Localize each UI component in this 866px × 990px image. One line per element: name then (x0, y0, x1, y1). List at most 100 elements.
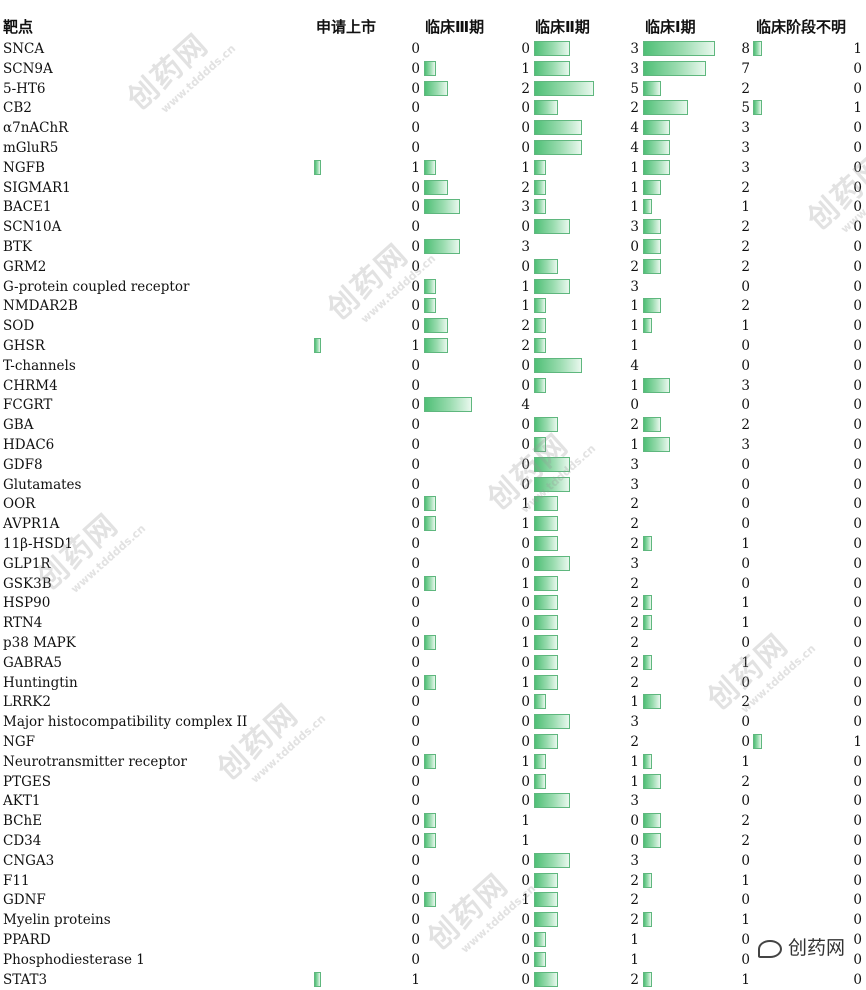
value-bar-phase2 (534, 635, 558, 650)
value-approved: 0 (411, 318, 420, 335)
value-bar-phase1 (643, 437, 670, 452)
table-row: SCN9A 0 1 3 7 0 (0, 59, 866, 79)
value-bar-phase1 (643, 654, 652, 670)
value-approved: 0 (411, 753, 420, 770)
value-phase2: 3 (630, 60, 639, 77)
value-phase3: 1 (521, 159, 530, 176)
value-phase3: 4 (521, 397, 530, 414)
value-bar-phase2 (534, 219, 570, 235)
target-name: RTN4 (3, 615, 43, 632)
value-phase1: 0 (741, 278, 750, 295)
value-approved: 0 (411, 555, 420, 572)
value-phase3: 1 (521, 813, 530, 830)
table-row: α7nAChR 0 0 4 3 0 (0, 118, 866, 138)
value-bar-phase2 (534, 852, 570, 868)
value-phase2: 1 (630, 753, 639, 770)
value-unknown: 0 (853, 654, 862, 671)
value-unknown: 0 (853, 674, 862, 691)
target-name: NGFB (3, 159, 45, 176)
table-row: Neurotransmitter receptor 0 1 1 1 0 (0, 752, 866, 772)
value-approved: 0 (411, 654, 420, 671)
target-name: SIGMAR1 (3, 179, 71, 196)
value-phase1: 0 (741, 555, 750, 572)
table-row: NMDAR2B 0 1 1 2 0 (0, 296, 866, 316)
value-phase1: 2 (741, 833, 750, 849)
value-unknown: 0 (853, 437, 862, 453)
value-phase3: 0 (521, 932, 530, 948)
value-phase2: 3 (630, 41, 639, 57)
table-row: STAT3 1 0 2 1 0 (0, 970, 866, 990)
value-bar-phase3 (424, 892, 436, 908)
value-bar-phase3 (424, 239, 460, 254)
value-phase3: 0 (521, 971, 530, 988)
value-phase1: 0 (741, 734, 750, 750)
value-phase2: 2 (630, 872, 639, 889)
value-unknown: 0 (853, 932, 862, 948)
value-phase1: 2 (741, 417, 750, 434)
value-phase3: 0 (521, 694, 530, 711)
value-phase3: 0 (521, 555, 530, 572)
value-bar-phase3 (424, 199, 460, 215)
value-phase2: 1 (630, 951, 639, 968)
value-bar-phase1 (643, 912, 652, 928)
value-phase1: 1 (741, 971, 750, 988)
value-phase2: 1 (630, 298, 639, 315)
value-bar-unknown (753, 734, 762, 749)
value-bar-phase1 (643, 41, 715, 56)
value-phase2: 2 (630, 912, 639, 929)
value-phase1: 2 (741, 179, 750, 196)
value-phase1: 2 (741, 298, 750, 315)
value-approved: 0 (411, 41, 420, 57)
table-row: GSK3B 0 1 2 0 0 (0, 574, 866, 594)
target-name: STAT3 (3, 971, 48, 988)
value-approved: 0 (411, 951, 420, 968)
target-name: F11 (3, 872, 30, 889)
value-phase1: 7 (741, 60, 750, 77)
value-phase2: 3 (630, 278, 639, 295)
value-bar-phase3 (424, 575, 436, 591)
value-bar-phase2 (534, 41, 570, 56)
value-phase1: 0 (741, 397, 750, 414)
value-approved: 0 (411, 694, 420, 711)
value-phase2: 0 (630, 833, 639, 849)
value-phase2: 3 (630, 555, 639, 572)
value-phase1: 1 (741, 912, 750, 929)
value-phase1: 2 (741, 813, 750, 830)
value-bar-phase2 (534, 456, 570, 472)
value-phase2: 1 (630, 377, 639, 394)
table-row: CD34 0 1 0 2 0 (0, 831, 866, 851)
value-bar-phase3 (424, 635, 436, 650)
value-phase2: 3 (630, 793, 639, 810)
value-phase2: 1 (630, 199, 639, 216)
value-bar-phase2 (534, 100, 558, 116)
value-phase3: 0 (521, 951, 530, 968)
value-approved: 0 (411, 872, 420, 889)
header-approved: 申请上市 (316, 18, 377, 36)
value-phase2: 3 (630, 476, 639, 493)
header-unknown: 临床阶段不明 (756, 18, 847, 36)
value-approved: 0 (411, 595, 420, 612)
value-bar-phase1 (643, 694, 661, 710)
value-phase3: 1 (521, 892, 530, 909)
value-bar-approved (314, 971, 321, 987)
value-phase3: 0 (521, 120, 530, 137)
value-bar-phase1 (643, 199, 652, 215)
value-bar-phase1 (643, 417, 661, 433)
value-phase1: 0 (741, 575, 750, 592)
value-phase2: 2 (630, 635, 639, 651)
value-phase1: 5 (741, 100, 750, 117)
value-unknown: 0 (853, 239, 862, 255)
target-name: Phosphodiesterase 1 (3, 951, 145, 968)
value-unknown: 0 (853, 258, 862, 275)
value-unknown: 0 (853, 516, 862, 533)
target-name: SCN10A (3, 219, 62, 236)
value-phase1: 3 (741, 437, 750, 453)
value-bar-phase1 (643, 753, 652, 769)
value-bar-phase1 (643, 971, 652, 987)
value-bar-phase2 (534, 140, 582, 155)
value-phase2: 2 (630, 654, 639, 671)
value-phase1: 8 (741, 41, 750, 57)
value-bar-phase2 (534, 932, 546, 947)
target-name: BTK (3, 239, 33, 255)
value-bar-phase2 (534, 516, 558, 532)
